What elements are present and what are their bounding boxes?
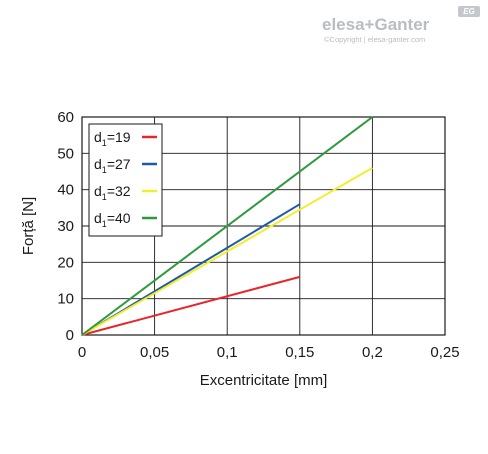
copyright-notice: ©Copyright | elesa-ganter.com — [324, 35, 426, 44]
chart-legend: d1=19 d1=27 d1=32 d1=40 — [88, 123, 163, 237]
x-tick-label-4: 0,2 — [362, 344, 383, 361]
x-axis-label: Excentricitate [mm] — [200, 372, 328, 389]
x-tick-label-2: 0,1 — [217, 344, 238, 361]
y-tick-label-3: 30 — [57, 218, 74, 235]
brand-name: elesa+Ganter — [322, 15, 430, 34]
y-tick-label-2: 20 — [57, 254, 74, 271]
x-tick-label-3: 0,15 — [285, 344, 314, 361]
legend-label-2: d1=32 — [94, 183, 131, 202]
series-line-d1-40 — [81, 116, 374, 336]
y-tick-label-1: 10 — [57, 291, 74, 308]
x-tick-label-5: 0,25 — [430, 344, 459, 361]
x-tick-label-1: 0,05 — [140, 344, 169, 361]
legend-label-0: d1=19 — [94, 129, 131, 148]
y-tick-label-4: 40 — [57, 182, 74, 199]
y-tick-label-6: 60 — [57, 109, 74, 126]
x-axis-ticks: 0 0,05 0,1 0,15 0,2 0,25 — [78, 344, 460, 361]
y-axis-label: Forță [N] — [20, 197, 37, 255]
y-tick-label-5: 50 — [57, 145, 74, 162]
series-line-d1-32 — [81, 166, 373, 336]
brand-badge: EG — [458, 6, 480, 17]
legend-label-3: d1=40 — [94, 210, 131, 229]
legend-label-1: d1=27 — [94, 156, 131, 175]
x-tick-label-0: 0 — [78, 344, 86, 361]
brand-logo: elesa+Ganter EG ©Copyright | elesa-gante… — [322, 6, 482, 48]
y-axis-ticks: 0 10 20 30 40 50 60 — [57, 109, 74, 344]
plot-frame — [81, 116, 446, 336]
y-tick-label-0: 0 — [66, 327, 74, 344]
series-lines — [81, 116, 374, 336]
series-line-d1-19 — [81, 275, 301, 336]
